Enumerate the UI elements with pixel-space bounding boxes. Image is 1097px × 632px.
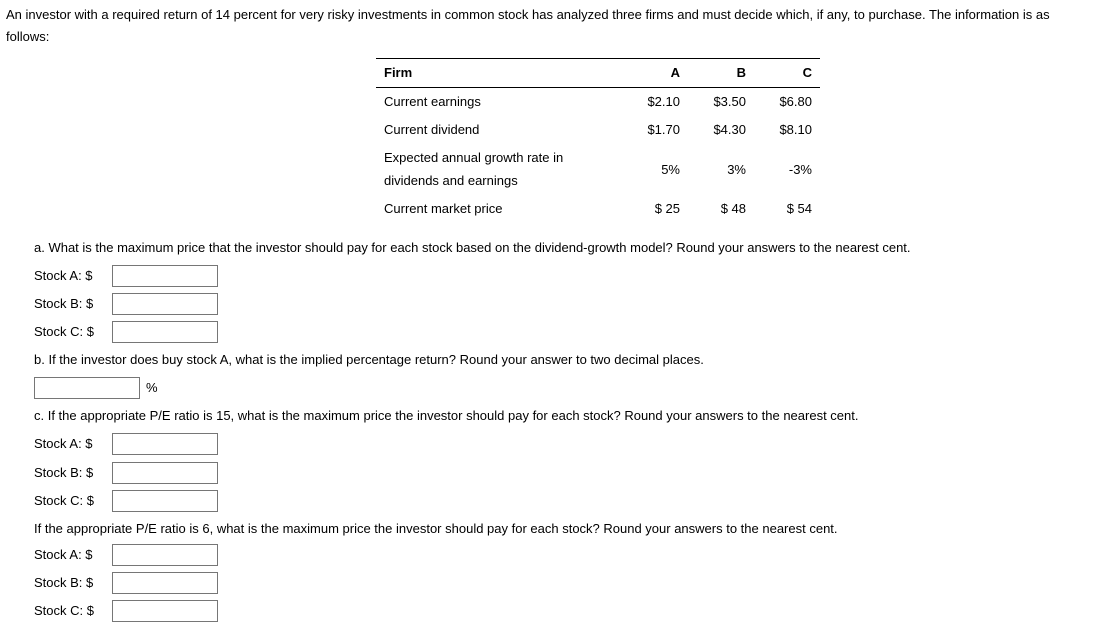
cell: $8.10 — [754, 116, 820, 144]
problem-intro: An investor with a required return of 14… — [6, 4, 1091, 48]
row-label: Current earnings — [376, 88, 622, 117]
table-row: Expected annual growth rate in dividends… — [376, 144, 820, 194]
col-firm: Firm — [376, 59, 622, 88]
firm-data-table: Firm A B C Current earnings $2.10 $3.50 … — [376, 58, 820, 223]
stock-c-label: Stock C: $ — [34, 321, 112, 343]
table-row: Current market price $ 25 $ 48 $ 54 — [376, 195, 820, 223]
stock-b-label: Stock B: $ — [34, 462, 112, 484]
col-c: C — [754, 59, 820, 88]
qc-stock-b-input[interactable] — [112, 462, 218, 484]
cell: $2.10 — [622, 88, 688, 117]
qd-stock-c-input[interactable] — [112, 600, 218, 622]
question-c-text: c. If the appropriate P/E ratio is 15, w… — [34, 405, 1091, 427]
cell: -3% — [754, 144, 820, 194]
cell: $ 48 — [688, 195, 754, 223]
percent-unit: % — [146, 377, 158, 399]
qa-stock-b-input[interactable] — [112, 293, 218, 315]
qd-stock-b-input[interactable] — [112, 572, 218, 594]
stock-b-label: Stock B: $ — [34, 293, 112, 315]
col-b: B — [688, 59, 754, 88]
qb-percent-input[interactable] — [34, 377, 140, 399]
stock-a-label: Stock A: $ — [34, 265, 112, 287]
row-label: Current market price — [376, 195, 622, 223]
question-a-text: a. What is the maximum price that the in… — [34, 237, 1091, 259]
row-label: Expected annual growth rate in dividends… — [376, 144, 622, 194]
qa-stock-c-input[interactable] — [112, 321, 218, 343]
cell: $ 25 — [622, 195, 688, 223]
table-row: Current earnings $2.10 $3.50 $6.80 — [376, 88, 820, 117]
qc-stock-c-input[interactable] — [112, 490, 218, 512]
stock-a-label: Stock A: $ — [34, 433, 112, 455]
stock-a-label: Stock A: $ — [34, 544, 112, 566]
stock-c-label: Stock C: $ — [34, 490, 112, 512]
qd-stock-a-input[interactable] — [112, 544, 218, 566]
cell: $1.70 — [622, 116, 688, 144]
cell: $4.30 — [688, 116, 754, 144]
qc-stock-a-input[interactable] — [112, 433, 218, 455]
cell: 3% — [688, 144, 754, 194]
cell: $ 54 — [754, 195, 820, 223]
stock-b-label: Stock B: $ — [34, 572, 112, 594]
row-label: Current dividend — [376, 116, 622, 144]
cell: $3.50 — [688, 88, 754, 117]
col-a: A — [622, 59, 688, 88]
stock-c-label: Stock C: $ — [34, 600, 112, 622]
question-d-text: If the appropriate P/E ratio is 6, what … — [34, 518, 1091, 540]
table-row: Current dividend $1.70 $4.30 $8.10 — [376, 116, 820, 144]
cell: 5% — [622, 144, 688, 194]
cell: $6.80 — [754, 88, 820, 117]
question-b-text: b. If the investor does buy stock A, wha… — [34, 349, 1091, 371]
qa-stock-a-input[interactable] — [112, 265, 218, 287]
